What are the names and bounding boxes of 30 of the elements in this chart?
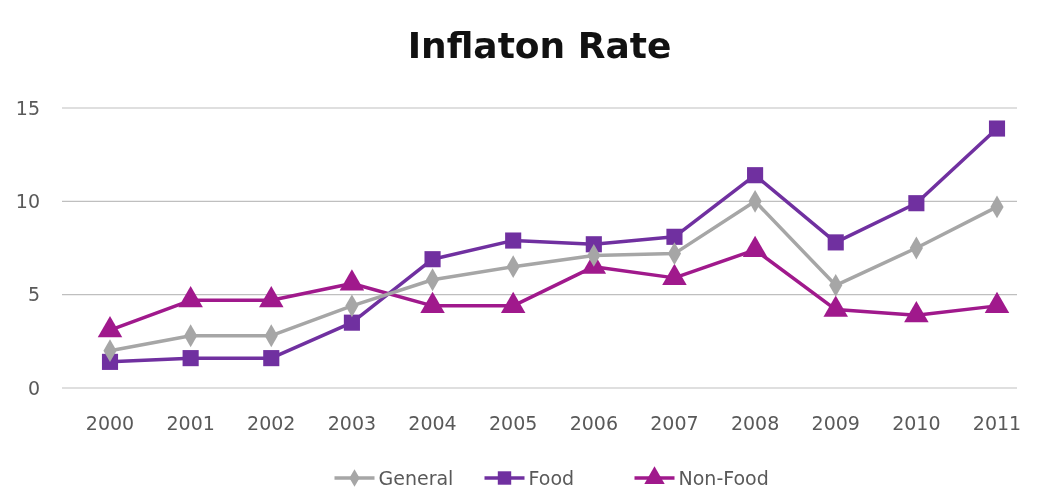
legend-label: Food [528, 466, 575, 489]
x-tick-label: 2001 [166, 412, 215, 434]
y-tick-label: 10 [15, 189, 40, 212]
point [827, 234, 844, 251]
x-tick-label: 2010 [892, 412, 941, 434]
legend-label: Non-Food [678, 466, 769, 489]
legend-label: General [378, 466, 454, 489]
x-tick-label: 2003 [327, 412, 377, 434]
x-tick-label: 2008 [730, 412, 780, 434]
x-tick-label: 2006 [569, 412, 618, 434]
point [747, 167, 764, 184]
point [988, 120, 1006, 137]
point [424, 251, 441, 268]
x-tick-label: 2005 [489, 412, 538, 434]
point [505, 232, 522, 249]
x-tick-label: 2002 [247, 412, 296, 434]
x-tick-label: 2004 [408, 412, 457, 434]
x-tick-label: 2011 [972, 412, 1022, 434]
point [343, 314, 360, 331]
point [908, 195, 925, 212]
point [182, 350, 199, 367]
point [263, 350, 280, 367]
chart-title: Inflaton Rate [407, 25, 672, 66]
y-tick-label: 5 [27, 283, 40, 306]
y-tick-label: 15 [15, 96, 40, 119]
point [666, 228, 683, 245]
x-tick-label: 2007 [650, 412, 699, 434]
y-tick-label: 0 [27, 376, 40, 399]
x-tick-label: 2000 [85, 412, 135, 434]
x-tick-label: 2009 [811, 412, 860, 434]
